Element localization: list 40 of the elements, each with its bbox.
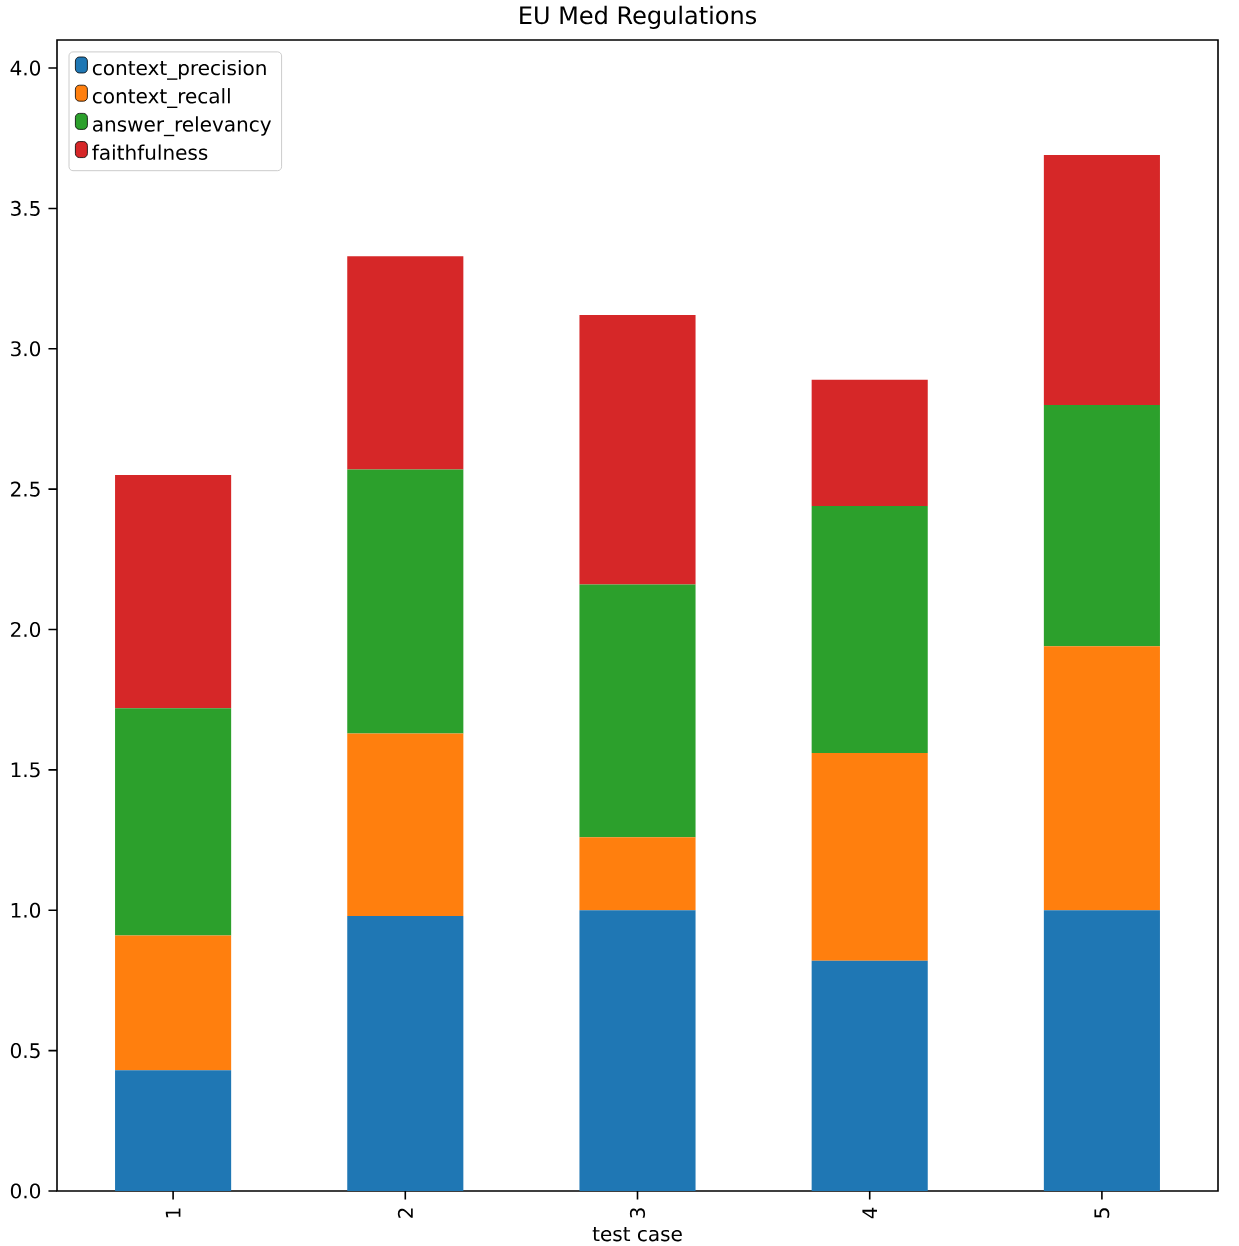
bar — [115, 475, 232, 709]
bar — [579, 584, 696, 838]
legend-label: context_recall — [92, 88, 230, 108]
bar — [347, 256, 464, 470]
bar — [811, 379, 928, 506]
bar — [579, 315, 696, 585]
x-tick-label: 4 — [862, 1207, 877, 1219]
bar — [811, 960, 928, 1191]
bar — [115, 708, 232, 936]
x-tick-label: 1 — [165, 1208, 181, 1218]
x-tick-label: 3 — [629, 1208, 646, 1218]
x-axis-title: test case — [592, 1227, 682, 1242]
y-tick-label: 0.5 — [10, 1043, 40, 1059]
bar — [811, 506, 928, 754]
legend-label: faithfulness — [92, 144, 208, 160]
y-tick-label: 2.5 — [11, 481, 40, 497]
y-tick-label: 4.0 — [10, 60, 41, 76]
bar — [347, 915, 464, 1191]
bar — [347, 469, 464, 734]
bar — [579, 910, 696, 1191]
bar — [579, 837, 696, 911]
bar — [115, 1070, 232, 1191]
bar — [1043, 646, 1160, 911]
x-tick-label: 5 — [1094, 1208, 1110, 1218]
chart-title: EU Med Regulations — [520, 5, 757, 29]
y-tick-label: 1.0 — [11, 902, 41, 918]
bar — [115, 935, 232, 1071]
y-tick-label: 1.5 — [11, 762, 40, 778]
bar — [1043, 155, 1160, 405]
y-tick-label: 0.0 — [10, 1183, 41, 1199]
bar — [347, 733, 464, 916]
bar — [811, 753, 928, 961]
y-tick-label: 3.0 — [11, 341, 41, 357]
y-tick-label: 3.5 — [11, 200, 40, 216]
legend-label: context_precision — [92, 59, 266, 80]
bar — [1043, 404, 1160, 647]
bar — [1043, 910, 1160, 1191]
legend-label: answer_relevancy — [93, 116, 272, 137]
x-tick-label: 2 — [397, 1208, 413, 1218]
y-tick-label: 2.0 — [11, 621, 41, 638]
